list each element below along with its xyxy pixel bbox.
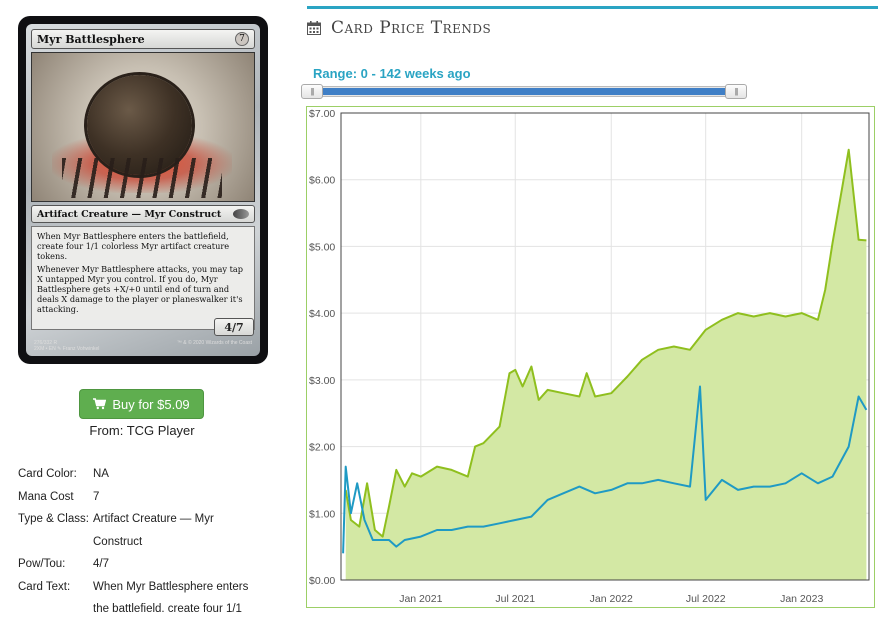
y-tick-label: $4.00 xyxy=(309,308,335,320)
series-line-1 xyxy=(342,385,868,554)
info-row: Construct xyxy=(18,531,273,554)
range-slider-handle-start[interactable]: ||| xyxy=(301,84,323,99)
y-tick-label: $0.00 xyxy=(309,575,335,587)
mana-cost-symbol: 7 xyxy=(235,32,249,46)
card-frame: Myr Battlesphere 7 Artifact Creature — M… xyxy=(26,24,260,356)
series-line-0 xyxy=(344,148,867,538)
card-info-table: Card Color: NA Mana Cost 7 Type & Class: Ar… xyxy=(18,463,273,620)
range-label: Range: 0 - 142 weeks ago xyxy=(313,66,471,81)
series-area-0 xyxy=(345,149,867,580)
section-header: Card Price Trends xyxy=(307,18,491,38)
info-key: Pow/Tou: xyxy=(18,558,66,570)
info-row: Pow/Tou: 4/7 xyxy=(18,553,273,576)
x-tick-label: Jul 2021 xyxy=(495,593,535,605)
y-tick-label: $2.00 xyxy=(309,442,335,454)
info-key: Card Color: xyxy=(18,468,77,480)
info-key: Card Text: xyxy=(18,580,71,593)
card-footer-left: 276/332 R 2XM • EN ✎ Franz Vohwinkel xyxy=(34,340,100,352)
info-row: the battlefield. create four 1/1 xyxy=(18,598,273,620)
info-value: Construct xyxy=(93,535,143,548)
card-rules-2: Whenever Myr Battlesphere attacks, you m… xyxy=(37,264,244,314)
y-tick-label: $6.00 xyxy=(309,175,335,187)
info-key xyxy=(18,598,93,620)
range-slider-fill xyxy=(313,88,735,95)
info-value: Artifact Creature — Myr xyxy=(93,513,214,525)
buy-button-label: Buy for $5.09 xyxy=(112,396,190,412)
card-typeline: Artifact Creature — Myr Construct xyxy=(31,205,255,223)
art-legs xyxy=(62,158,222,198)
card-art xyxy=(31,52,255,202)
card-power-toughness: 4/7 xyxy=(214,318,254,336)
card-textbox: When Myr Battlesphere enters the battlef… xyxy=(31,226,255,330)
range-slider-handle-end[interactable]: ||| xyxy=(725,84,747,99)
info-row: Card Text: When Myr Battlesphere enters xyxy=(18,576,273,599)
y-tick-label: $7.00 xyxy=(309,108,335,120)
card-rules-1: When Myr Battlesphere enters the battlef… xyxy=(37,231,230,261)
info-value: 4/7 xyxy=(93,558,109,570)
info-value: When Myr Battlesphere enters xyxy=(93,580,249,593)
info-row: Type & Class: Artifact Creature — Myr xyxy=(18,508,273,531)
card-titlebar: Myr Battlesphere 7 xyxy=(31,29,255,49)
plot-frame xyxy=(340,112,870,581)
x-tick-label: Jan 2022 xyxy=(590,593,633,605)
buy-button[interactable]: Buy for $5.09 xyxy=(79,389,204,419)
info-row: Card Color: NA xyxy=(18,463,273,486)
info-row: Mana Cost 7 xyxy=(18,486,273,509)
info-key: Mana Cost xyxy=(18,490,74,503)
card-footer-right: ™ & © 2020 Wizards of the Coast xyxy=(176,340,252,346)
x-tick-label: Jul 2022 xyxy=(686,593,726,605)
info-value: NA xyxy=(93,468,109,480)
price-source: From: TCG Player xyxy=(89,423,195,438)
range-slider[interactable]: ||| ||| xyxy=(301,84,747,99)
price-chart: $0.00 $1.00 $2.00 $3.00 $4.00 $5.00 $6.00 $7.00… xyxy=(306,106,875,608)
card-image: Myr Battlesphere 7 Artifact Creature — M… xyxy=(18,16,268,364)
info-key xyxy=(18,531,93,554)
set-symbol-icon xyxy=(233,209,249,219)
card-name: Myr Battlesphere xyxy=(37,32,145,46)
x-tick-label: Jan 2023 xyxy=(780,593,823,605)
cart-icon xyxy=(93,398,107,410)
y-tick-label: $3.00 xyxy=(309,375,335,387)
card-footer: 276/332 R 2XM • EN ✎ Franz Vohwinkel ™ &… xyxy=(34,340,252,352)
info-value: the battlefield. create four 1/1 xyxy=(93,603,242,615)
section-title: Card Price Trends xyxy=(331,18,492,38)
x-tick-label: Jan 2021 xyxy=(399,593,442,605)
y-tick-label: $1.00 xyxy=(309,508,335,520)
card-type: Artifact Creature — Myr Construct xyxy=(37,208,222,220)
info-key: Type & Class: xyxy=(18,513,89,525)
y-tick-label: $5.00 xyxy=(309,241,335,253)
price-chart-svg: $0.00 $1.00 $2.00 $3.00 $4.00 $5.00 $6.00 $7.00… xyxy=(309,108,870,605)
section-top-rule xyxy=(307,6,878,9)
info-value: 7 xyxy=(93,490,100,503)
calendar-icon xyxy=(307,21,321,35)
